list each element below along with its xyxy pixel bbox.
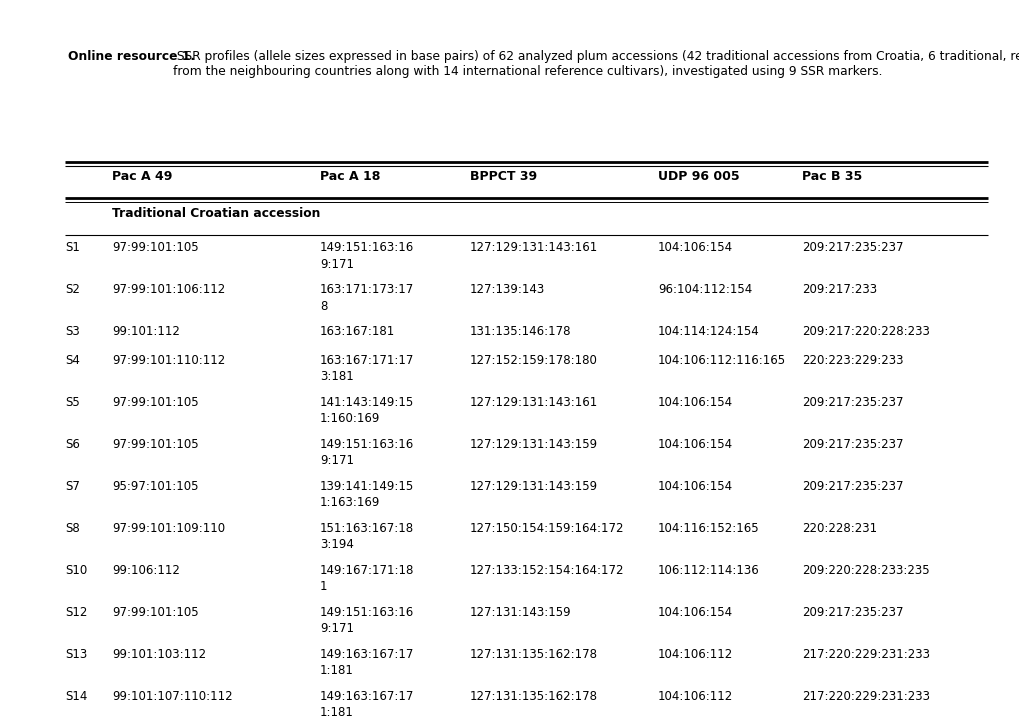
Text: S6: S6 (65, 438, 79, 451)
Text: 127:131:143:159: 127:131:143:159 (470, 606, 571, 618)
Text: S14: S14 (65, 690, 88, 703)
Text: 131:135:146:178: 131:135:146:178 (470, 325, 571, 338)
Text: 209:217:235:237: 209:217:235:237 (801, 480, 903, 492)
Text: 149:163:167:17
1:181: 149:163:167:17 1:181 (320, 690, 414, 719)
Text: Traditional Croatian accession: Traditional Croatian accession (112, 207, 320, 220)
Text: 141:143:149:15
1:160:169: 141:143:149:15 1:160:169 (320, 395, 414, 425)
Text: 149:151:163:16
9:171: 149:151:163:16 9:171 (320, 241, 414, 271)
Text: 209:217:233: 209:217:233 (801, 283, 876, 296)
Text: 220:228:231: 220:228:231 (801, 521, 876, 534)
Text: 97:99:101:110:112: 97:99:101:110:112 (112, 354, 225, 366)
Text: 149:167:171:18
1: 149:167:171:18 1 (320, 564, 414, 593)
Text: 127:139:143: 127:139:143 (470, 283, 545, 296)
Text: S10: S10 (65, 564, 88, 577)
Text: S5: S5 (65, 395, 79, 408)
Text: 217:220:229:231:233: 217:220:229:231:233 (801, 690, 929, 703)
Text: 99:106:112: 99:106:112 (112, 564, 179, 577)
Text: 97:99:101:106:112: 97:99:101:106:112 (112, 283, 225, 296)
Text: 97:99:101:105: 97:99:101:105 (112, 241, 199, 254)
Text: Pac A 49: Pac A 49 (112, 170, 172, 183)
Text: 97:99:101:105: 97:99:101:105 (112, 606, 199, 618)
Text: Pac A 18: Pac A 18 (320, 170, 380, 183)
Text: 104:116:152:165: 104:116:152:165 (657, 521, 759, 534)
Text: 127:133:152:154:164:172: 127:133:152:154:164:172 (470, 564, 624, 577)
Text: 127:129:131:143:161: 127:129:131:143:161 (470, 241, 598, 254)
Text: S3: S3 (65, 325, 79, 338)
Text: 104:106:154: 104:106:154 (657, 606, 733, 618)
Text: 127:150:154:159:164:172: 127:150:154:159:164:172 (470, 521, 624, 534)
Text: 104:106:154: 104:106:154 (657, 395, 733, 408)
Text: 149:163:167:17
1:181: 149:163:167:17 1:181 (320, 647, 414, 677)
Text: 163:167:181: 163:167:181 (320, 325, 395, 338)
Text: 104:106:112: 104:106:112 (657, 690, 733, 703)
Text: 127:129:131:143:159: 127:129:131:143:159 (470, 438, 597, 451)
Text: 99:101:112: 99:101:112 (112, 325, 179, 338)
Text: 139:141:149:15
1:163:169: 139:141:149:15 1:163:169 (320, 480, 414, 509)
Text: 104:106:112: 104:106:112 (657, 647, 733, 660)
Text: Online resource 1.: Online resource 1. (68, 50, 195, 63)
Text: 104:106:112:116:165: 104:106:112:116:165 (657, 354, 786, 366)
Text: UDP 96 005: UDP 96 005 (657, 170, 739, 183)
Text: 209:217:235:237: 209:217:235:237 (801, 395, 903, 408)
Text: S1: S1 (65, 241, 79, 254)
Text: 97:99:101:109:110: 97:99:101:109:110 (112, 521, 225, 534)
Text: 151:163:167:18
3:194: 151:163:167:18 3:194 (320, 521, 414, 551)
Text: S7: S7 (65, 480, 79, 492)
Text: S12: S12 (65, 606, 88, 618)
Text: S4: S4 (65, 354, 79, 366)
Text: 95:97:101:105: 95:97:101:105 (112, 480, 199, 492)
Text: 163:167:171:17
3:181: 163:167:171:17 3:181 (320, 354, 414, 383)
Text: 104:106:154: 104:106:154 (657, 241, 733, 254)
Text: 97:99:101:105: 97:99:101:105 (112, 395, 199, 408)
Text: S2: S2 (65, 283, 79, 296)
Text: BPPCT 39: BPPCT 39 (470, 170, 537, 183)
Text: S13: S13 (65, 647, 88, 660)
Text: 209:217:235:237: 209:217:235:237 (801, 241, 903, 254)
Text: 99:101:107:110:112: 99:101:107:110:112 (112, 690, 232, 703)
Text: 97:99:101:105: 97:99:101:105 (112, 438, 199, 451)
Text: 149:151:163:16
9:171: 149:151:163:16 9:171 (320, 606, 414, 635)
Text: 209:217:220:228:233: 209:217:220:228:233 (801, 325, 929, 338)
Text: 127:131:135:162:178: 127:131:135:162:178 (470, 647, 597, 660)
Text: 209:220:228:233:235: 209:220:228:233:235 (801, 564, 928, 577)
Text: 127:152:159:178:180: 127:152:159:178:180 (470, 354, 597, 366)
Text: 96:104:112:154: 96:104:112:154 (657, 283, 752, 296)
Text: 104:106:154: 104:106:154 (657, 438, 733, 451)
Text: 127:129:131:143:161: 127:129:131:143:161 (470, 395, 598, 408)
Text: 217:220:229:231:233: 217:220:229:231:233 (801, 647, 929, 660)
Text: 104:114:124:154: 104:114:124:154 (657, 325, 759, 338)
Text: 209:217:235:237: 209:217:235:237 (801, 438, 903, 451)
Text: 163:171:173:17
8: 163:171:173:17 8 (320, 283, 414, 312)
Text: 149:151:163:16
9:171: 149:151:163:16 9:171 (320, 438, 414, 467)
Text: 99:101:103:112: 99:101:103:112 (112, 647, 206, 660)
Text: Pac B 35: Pac B 35 (801, 170, 861, 183)
Text: SSR profiles (allele sizes expressed in base pairs) of 62 analyzed plum accessio: SSR profiles (allele sizes expressed in … (173, 50, 1019, 78)
Text: 104:106:154: 104:106:154 (657, 480, 733, 492)
Text: 127:129:131:143:159: 127:129:131:143:159 (470, 480, 597, 492)
Text: 127:131:135:162:178: 127:131:135:162:178 (470, 690, 597, 703)
Text: S8: S8 (65, 521, 79, 534)
Text: 106:112:114:136: 106:112:114:136 (657, 564, 759, 577)
Text: 220:223:229:233: 220:223:229:233 (801, 354, 903, 366)
Text: 209:217:235:237: 209:217:235:237 (801, 606, 903, 618)
